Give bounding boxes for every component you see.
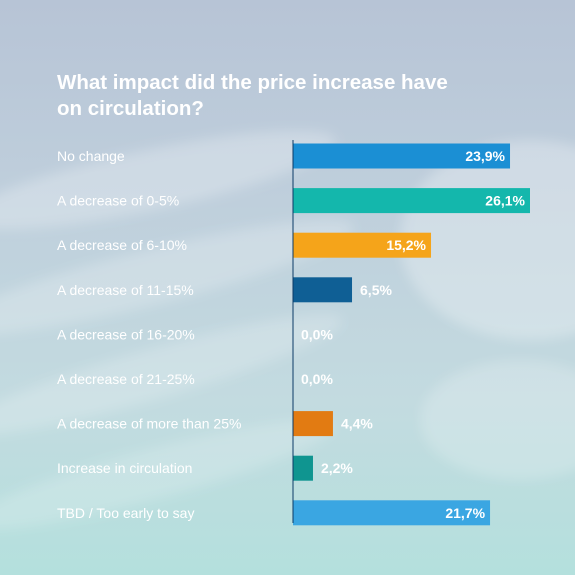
value-label: 26,1%: [485, 193, 525, 209]
bar: [293, 455, 313, 481]
category-label: No change: [57, 148, 125, 164]
value-label: 2,2%: [321, 460, 353, 476]
bar: [293, 232, 432, 258]
category-label: A decrease of more than 25%: [57, 416, 241, 432]
bar: [293, 277, 353, 303]
value-label: 0,0%: [301, 326, 333, 342]
value-label: 4,4%: [341, 416, 373, 432]
bar: [293, 500, 491, 526]
category-label: A decrease of 21-25%: [57, 371, 195, 387]
chart-title: What impact did the price increase have …: [57, 71, 448, 120]
value-label: 6,5%: [360, 282, 392, 298]
category-label: A decrease of 6-10%: [57, 237, 187, 253]
category-label: A decrease of 0-5%: [57, 193, 179, 209]
category-label: TBD / Too early to say: [57, 505, 194, 521]
bar: [293, 188, 530, 214]
category-label: A decrease of 16-20%: [57, 326, 195, 342]
value-label: 21,7%: [445, 505, 485, 521]
value-label: 23,9%: [465, 148, 505, 164]
value-label: 15,2%: [386, 237, 426, 253]
bar: [293, 143, 511, 169]
category-label: A decrease of 11-15%: [57, 282, 194, 298]
value-label: 0,0%: [301, 371, 333, 387]
bar: [293, 411, 333, 437]
category-label: Increase in circulation: [57, 460, 192, 476]
